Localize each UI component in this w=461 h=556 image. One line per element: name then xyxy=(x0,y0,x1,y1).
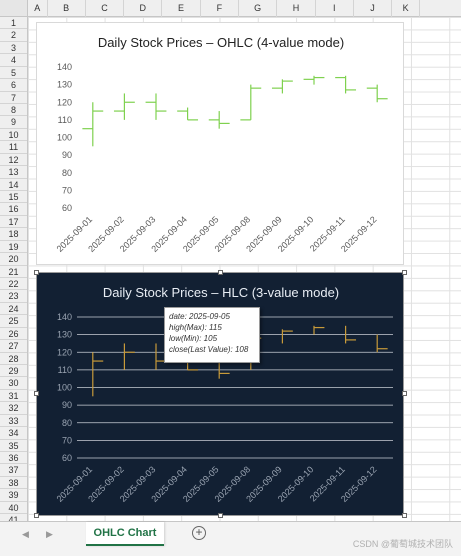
data-tooltip: date: 2025-09-05 high(Max): 115 low(Min)… xyxy=(164,307,260,363)
row-header-24[interactable]: 24 xyxy=(0,303,27,316)
row-header-20[interactable]: 20 xyxy=(0,253,27,266)
resize-handle-bottom-left[interactable] xyxy=(34,513,39,518)
chart-1-ytick: 100 xyxy=(57,133,72,143)
resize-handle-right[interactable] xyxy=(402,391,407,396)
row-header-21[interactable]: 21 xyxy=(0,266,27,279)
chart-1-ytick: 130 xyxy=(57,80,72,90)
row-header-32[interactable]: 32 xyxy=(0,402,27,415)
chart-2-ytick: 130 xyxy=(57,330,72,340)
resize-handle-top-left[interactable] xyxy=(34,270,39,275)
chart-1-ytick: 80 xyxy=(62,168,72,178)
row-header-6[interactable]: 6 xyxy=(0,79,27,92)
row-header-22[interactable]: 22 xyxy=(0,278,27,291)
resize-handle-bottom[interactable] xyxy=(218,513,223,518)
row-header-34[interactable]: 34 xyxy=(0,427,27,440)
sheet-tab-bar: ◀ ▶ OHLC Chart + CSDN @葡萄城技术团队 xyxy=(0,521,461,556)
row-header-8[interactable]: 8 xyxy=(0,104,27,117)
chart-2-ytick: 140 xyxy=(57,312,72,322)
column-header-j[interactable]: J xyxy=(354,0,393,17)
chart-2-title: Daily Stock Prices – HLC (3-value mode) xyxy=(103,285,339,300)
row-header-35[interactable]: 35 xyxy=(0,440,27,453)
row-header-2[interactable]: 2 xyxy=(0,29,27,42)
chart-1-ytick: 110 xyxy=(58,115,72,125)
column-header-h[interactable]: H xyxy=(277,0,316,17)
column-header-f[interactable]: F xyxy=(201,0,239,17)
row-header-23[interactable]: 23 xyxy=(0,290,27,303)
watermark: CSDN @葡萄城技术团队 xyxy=(352,539,453,549)
row-header-5[interactable]: 5 xyxy=(0,67,27,80)
row-header-12[interactable]: 12 xyxy=(0,154,27,167)
chart-1-ytick: 70 xyxy=(62,185,72,195)
row-header-30[interactable]: 30 xyxy=(0,377,27,390)
row-header-7[interactable]: 7 xyxy=(0,92,27,104)
row-header-1[interactable]: 1 xyxy=(0,17,27,30)
resize-handle-top[interactable] xyxy=(218,270,223,275)
column-header-d[interactable]: D xyxy=(124,0,163,17)
column-header-g[interactable]: G xyxy=(239,0,278,17)
ohlc-chart[interactable]: Daily Stock Prices – OHLC (4-value mode)… xyxy=(36,22,404,265)
row-header-25[interactable]: 25 xyxy=(0,315,27,328)
column-header-b[interactable]: B xyxy=(48,0,86,17)
chart-2-ytick: 60 xyxy=(62,453,72,463)
row-header-14[interactable]: 14 xyxy=(0,179,27,191)
column-header-i[interactable]: I xyxy=(316,0,354,17)
row-header-29[interactable]: 29 xyxy=(0,365,27,378)
row-header-9[interactable]: 9 xyxy=(0,116,27,129)
row-header-28[interactable]: 28 xyxy=(0,353,27,366)
column-header-e[interactable]: E xyxy=(162,0,201,17)
row-header-39[interactable]: 39 xyxy=(0,489,27,502)
chart-2-ytick: 70 xyxy=(62,435,72,445)
chart-2-ytick: 90 xyxy=(62,400,72,410)
row-header-4[interactable]: 4 xyxy=(0,54,27,67)
ohlc-chart-svg: Daily Stock Prices – OHLC (4-value mode)… xyxy=(55,35,388,254)
chart-2-ytick: 120 xyxy=(57,347,72,357)
row-header-18[interactable]: 18 xyxy=(0,228,27,241)
tooltip-close: close(Last Value): 108 xyxy=(169,345,249,354)
chart-1-ytick: 120 xyxy=(57,97,72,107)
row-header-31[interactable]: 31 xyxy=(0,390,27,403)
row-header-38[interactable]: 38 xyxy=(0,477,27,490)
prev-sheet-icon[interactable]: ◀ xyxy=(22,529,29,539)
column-header-k[interactable]: K xyxy=(392,0,421,17)
tooltip-date: date: 2025-09-05 xyxy=(169,312,230,321)
row-header-11[interactable]: 11 xyxy=(0,141,27,154)
row-header-40[interactable]: 40 xyxy=(0,502,27,515)
row-header-26[interactable]: 26 xyxy=(0,328,27,341)
chart-2-ytick: 100 xyxy=(57,383,72,393)
row-header-27[interactable]: 27 xyxy=(0,340,27,353)
row-headers: 1 2 3 4 5 6 7 8 9 10 11 12 13 14 15 16 17 18 19 20 21 22 23 24 2… xyxy=(0,17,28,540)
tooltip-low: low(Min): 105 xyxy=(169,334,218,343)
row-header-36[interactable]: 36 xyxy=(0,452,27,465)
resize-handle-left[interactable] xyxy=(34,391,39,396)
resize-handle-bottom-right[interactable] xyxy=(402,513,407,518)
row-header-15[interactable]: 15 xyxy=(0,191,27,204)
add-sheet-icon[interactable]: + xyxy=(192,526,206,540)
column-header-a[interactable]: A xyxy=(28,0,48,17)
row-header-19[interactable]: 19 xyxy=(0,241,27,254)
row-header-10[interactable]: 10 xyxy=(0,129,27,142)
chart-1-ytick: 60 xyxy=(62,203,72,213)
chart-2-ytick: 80 xyxy=(62,418,72,428)
row-header-33[interactable]: 33 xyxy=(0,415,27,428)
column-header-c[interactable]: C xyxy=(86,0,125,17)
chart-1-title: Daily Stock Prices – OHLC (4-value mode) xyxy=(98,35,344,50)
chart-2-ytick: 110 xyxy=(58,365,72,375)
next-sheet-icon[interactable]: ▶ xyxy=(46,529,53,539)
row-header-3[interactable]: 3 xyxy=(0,42,27,55)
chart-1-ytick: 90 xyxy=(62,150,72,160)
tooltip-high: high(Max): 115 xyxy=(169,323,222,332)
select-all-corner[interactable] xyxy=(0,0,28,17)
hlc-chart-svg: Daily Stock Prices – HLC (3-value mode) 6… xyxy=(55,285,393,504)
chart-1-ytick: 140 xyxy=(57,62,72,72)
row-header-16[interactable]: 16 xyxy=(0,203,27,216)
resize-handle-top-right[interactable] xyxy=(402,270,407,275)
row-header-17[interactable]: 17 xyxy=(0,216,27,229)
sheet-tab-ohlc-chart[interactable]: OHLC Chart xyxy=(86,522,164,546)
row-header-13[interactable]: 13 xyxy=(0,166,27,179)
row-header-37[interactable]: 37 xyxy=(0,464,27,477)
